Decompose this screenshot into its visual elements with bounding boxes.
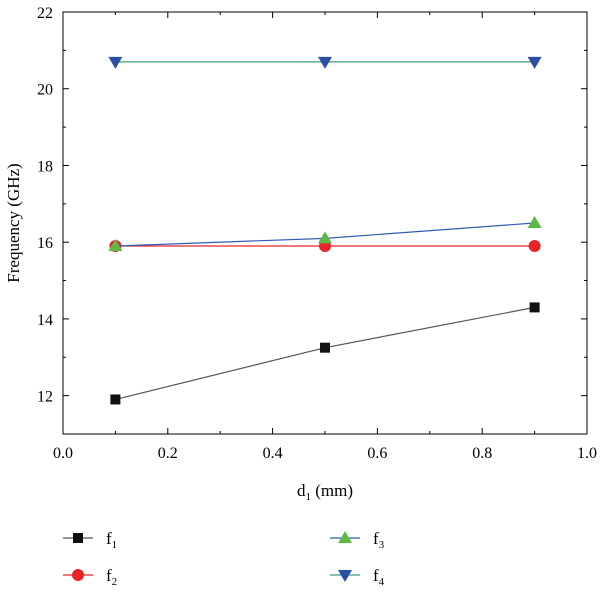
data-point xyxy=(527,216,542,228)
legend-item: f2 xyxy=(63,566,117,588)
x-axis-label-subscript: 1 xyxy=(305,491,311,503)
x-axis-label-main: d xyxy=(297,481,306,500)
y-tick-label: 12 xyxy=(37,389,53,406)
data-point xyxy=(318,231,332,244)
series-line xyxy=(115,306,535,401)
y-tick-label: 16 xyxy=(37,235,53,252)
data-point xyxy=(108,56,123,69)
data-point xyxy=(110,394,121,405)
y-axis-ticks: 12 14 16 18 20 22 xyxy=(37,5,587,406)
y-tick-label: 14 xyxy=(37,312,53,329)
data-point xyxy=(529,302,540,313)
legend-item: f1 xyxy=(63,529,117,551)
legend-label: f2 xyxy=(106,566,117,588)
x-tick-label: 0.6 xyxy=(367,445,387,462)
legend-label: f1 xyxy=(106,529,117,551)
data-point xyxy=(527,56,542,69)
legend-item: f4 xyxy=(330,566,385,588)
series-f3 xyxy=(108,216,542,252)
legend-marker xyxy=(73,533,83,543)
series-layer xyxy=(108,56,542,405)
x-tick-label: 0.0 xyxy=(53,445,73,462)
y-axis-label: Frequency (GHz) xyxy=(4,163,23,282)
legend-marker xyxy=(338,570,352,582)
data-point xyxy=(318,56,332,69)
y-tick-label: 22 xyxy=(37,5,53,22)
x-tick-label: 0.8 xyxy=(472,445,492,462)
x-axis-label: d1 (mm) xyxy=(297,481,353,503)
y-tick-label: 18 xyxy=(37,158,53,175)
data-point xyxy=(320,342,330,353)
legend-label: f3 xyxy=(373,529,385,551)
legend-marker xyxy=(338,531,352,543)
legend-label: f4 xyxy=(373,566,385,588)
x-tick-label: 1.0 xyxy=(577,445,597,462)
legend-marker xyxy=(72,569,84,581)
x-tick-label: 0.2 xyxy=(158,445,178,462)
series-f4 xyxy=(108,56,542,69)
x-axis-ticks: 0.0 0.2 0.4 0.6 0.8 1.0 xyxy=(53,12,597,462)
legend: f1 f2 f3 f4 xyxy=(63,529,385,588)
data-point xyxy=(108,239,123,252)
series-f1 xyxy=(110,302,540,405)
legend-item: f3 xyxy=(330,529,385,551)
x-axis-label-unit: (mm) xyxy=(311,481,353,500)
data-point xyxy=(528,240,541,253)
plot-frame xyxy=(62,11,588,435)
x-tick-label: 0.4 xyxy=(263,445,283,462)
y-tick-label: 20 xyxy=(37,82,53,99)
